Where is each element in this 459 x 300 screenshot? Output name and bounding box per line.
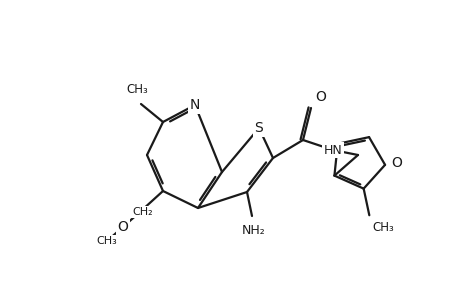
Text: O: O (118, 220, 128, 234)
Text: CH₂: CH₂ (132, 207, 153, 217)
Text: CH₃: CH₃ (96, 236, 117, 246)
Text: N: N (190, 98, 200, 112)
Text: O: O (314, 90, 325, 104)
Text: O: O (390, 156, 401, 170)
Text: NH₂: NH₂ (241, 224, 265, 237)
Text: CH₃: CH₃ (371, 221, 393, 234)
Text: CH₃: CH₃ (126, 83, 147, 96)
Text: HN: HN (323, 143, 341, 157)
Text: S: S (254, 121, 263, 135)
